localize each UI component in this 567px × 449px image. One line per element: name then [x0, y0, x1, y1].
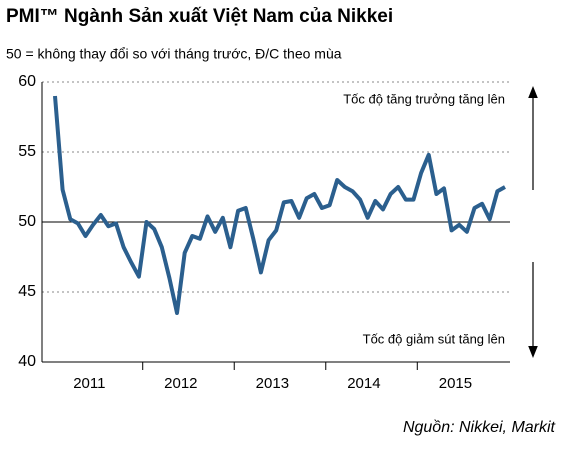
chart-title: PMI™ Ngành Sản xuất Việt Nam của Nikkei [6, 6, 393, 27]
annotation: Tốc độ giảm sút tăng lên [363, 331, 505, 346]
x-tick-label: 2015 [439, 375, 472, 392]
y-tick-label: 55 [18, 143, 36, 160]
x-tick-label: 2014 [347, 375, 380, 392]
subtitle: 50 = không thay đổi so với tháng trước, … [6, 46, 342, 62]
y-tick-label: 45 [18, 283, 36, 300]
data-line [53, 95, 506, 315]
y-tick-label: 50 [18, 213, 36, 230]
x-tick-label: 2013 [256, 375, 289, 392]
x-tick-label: 2012 [164, 375, 197, 392]
annotation: Tốc độ tăng trưởng tăng lên [343, 91, 505, 106]
x-tick-label: 2011 [73, 375, 105, 392]
y-tick-label: 60 [18, 73, 36, 90]
source: Nguồn: Nikkei, Markit [403, 419, 556, 436]
y-tick-label: 40 [18, 353, 36, 370]
